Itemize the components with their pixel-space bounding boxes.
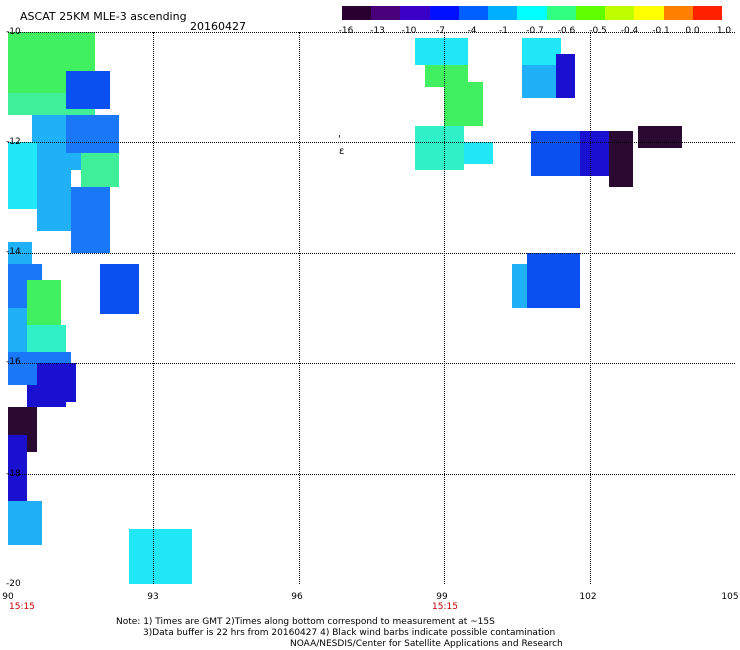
wind-cell (8, 434, 28, 502)
colorbar-swatch (458, 6, 489, 20)
time-label: 15:15 (9, 602, 35, 612)
colorbar-label: -7 (436, 26, 445, 36)
colorbar-label: -16 (338, 26, 354, 36)
colorbar-label: 1.0 (716, 26, 732, 36)
colorbar-labels: -16 -13 -10 -7 -4 -1 -0.7 -0.6 -0.5 -0.4 -0.1 0.0 1.… (338, 26, 732, 38)
wind-cell (521, 37, 561, 66)
lat-label: -10 (6, 27, 21, 37)
map-plot: ' ɛ (8, 32, 735, 584)
wind-cell (100, 263, 139, 314)
grid-line-lon (589, 32, 591, 584)
colorbar-swatch (663, 6, 693, 20)
lon-label: 99 (436, 592, 448, 602)
wind-cell (8, 142, 38, 209)
colorbar-label: -0.7 (526, 26, 544, 36)
colorbar-label: -10 (401, 26, 417, 36)
colorbar-label: 0.0 (685, 26, 700, 36)
colorbar-swatch (634, 6, 664, 20)
grid-line-lat (8, 473, 735, 475)
wind-cell (66, 114, 120, 154)
colorbar-label: -0.5 (589, 26, 607, 36)
wind-cell (415, 37, 469, 66)
lon-label: 93 (147, 592, 159, 602)
grid-line-lat (8, 363, 735, 365)
wind-cell (80, 153, 120, 187)
wind-cell (37, 158, 71, 231)
grid-line-lon (153, 32, 155, 584)
colorbar-label: -1 (499, 26, 508, 36)
wind-cell (638, 125, 682, 148)
wind-cell (415, 125, 464, 170)
grid-line-lat (8, 252, 735, 254)
colorbar-swatch (371, 6, 401, 20)
lon-label: 105 (721, 592, 739, 602)
wind-cell (129, 528, 193, 584)
wind-cell (463, 142, 493, 165)
grid-line-lon (444, 32, 446, 584)
wind-cell (8, 501, 42, 546)
time-label: 15:15 (432, 602, 458, 612)
colorbar-label: -0.4 (620, 26, 639, 36)
wind-cell (71, 186, 110, 253)
lon-label: 102 (579, 592, 597, 602)
wind-cell (424, 65, 469, 88)
wind-cell (27, 385, 67, 408)
colorbar-swatch (692, 6, 723, 20)
footer-note-line1: Note: 1) Times are GMT 2)Times along bot… (116, 617, 495, 627)
wind-cell (608, 131, 634, 187)
colorbar-label: -13 (370, 26, 385, 36)
lat-label: -20 (6, 579, 21, 589)
colorbar-swatch (488, 6, 518, 20)
grid-line-lon (298, 32, 300, 584)
map-date: 20160427 (190, 20, 246, 33)
colorbar-swatch (400, 6, 430, 20)
footer-credit: NOAA/NESDIS/Center for Satellite Applica… (290, 639, 563, 649)
wind-cell (579, 131, 609, 176)
colorbar (342, 6, 723, 20)
lat-label: -18 (6, 469, 21, 479)
wind-cell (8, 308, 28, 353)
colorbar-swatch (575, 6, 606, 20)
lon-label: 90 (2, 592, 14, 602)
map-title: ASCAT 25KM MLE-3 ascending (20, 10, 187, 23)
colorbar-swatch (546, 6, 576, 20)
colorbar-swatch (429, 6, 459, 20)
wind-cell (526, 252, 580, 308)
colorbar-label: -0.6 (557, 26, 576, 36)
grid-line-lat (8, 32, 735, 33)
wind-barb-marker: ' (338, 134, 341, 145)
wind-cell (27, 280, 62, 325)
wind-cell (555, 54, 576, 99)
colorbar-swatch (517, 6, 547, 20)
colorbar-swatch (342, 6, 372, 20)
wind-cell (531, 131, 580, 176)
wind-cell (444, 81, 483, 126)
lon-label: 96 (291, 592, 303, 602)
wind-cell (8, 241, 33, 264)
colorbar-label: -0.1 (652, 26, 670, 36)
lat-label: -12 (6, 137, 21, 147)
wind-barb-marker: ɛ (339, 146, 345, 157)
lat-label: -14 (6, 247, 21, 257)
colorbar-label: -4 (467, 26, 477, 36)
grid-line-lat (8, 142, 735, 144)
colorbar-swatch (605, 6, 635, 20)
footer-note-line2: 3)Data buffer is 22 hrs from 20160427 4)… (143, 628, 556, 638)
wind-cell (66, 70, 110, 110)
lat-label: -16 (6, 357, 21, 367)
